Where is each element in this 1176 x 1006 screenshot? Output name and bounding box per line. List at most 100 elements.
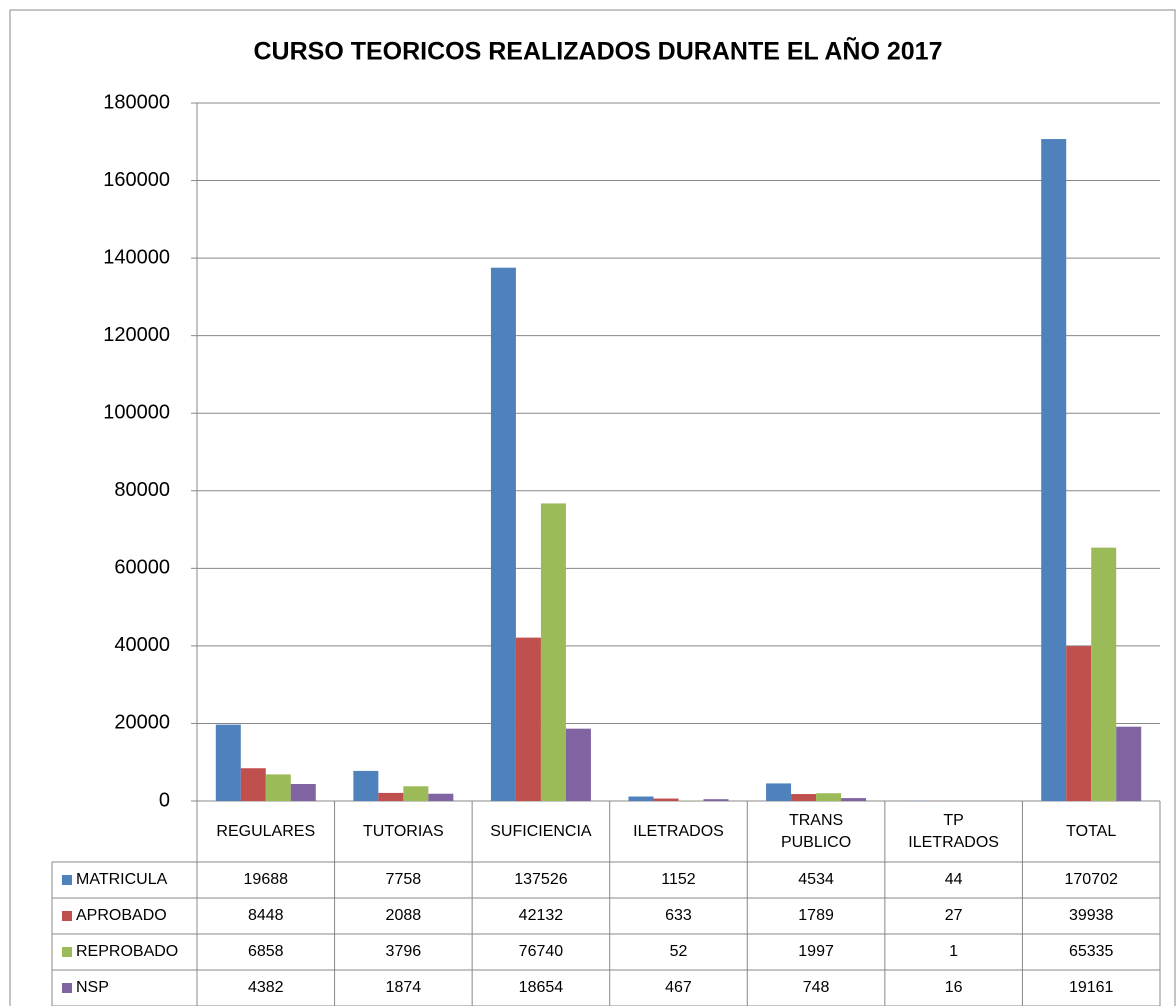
value-text: 3796: [385, 943, 422, 961]
y-tick-label: 0: [159, 789, 170, 811]
table-value: 4534: [747, 862, 885, 898]
y-tick-label: 100000: [103, 402, 170, 424]
bar: [378, 792, 404, 801]
bar: [653, 798, 679, 801]
legend-swatch: [62, 875, 72, 885]
table-value: 76740: [472, 934, 610, 970]
table-value: 1789: [747, 898, 885, 934]
x-tick-label: TOTAL: [1022, 801, 1160, 862]
bar: [290, 784, 316, 801]
bar: [816, 793, 842, 801]
table-value: 1: [885, 934, 1023, 970]
table-value: 6858: [197, 934, 335, 970]
bar: [490, 267, 516, 802]
table-value: 137526: [472, 862, 610, 898]
value-text: 27: [944, 907, 963, 925]
table-value: 65335: [1022, 934, 1160, 970]
bar: [353, 770, 379, 801]
value-text: 4382: [247, 979, 284, 997]
bar: [841, 798, 867, 801]
table-value: 44: [885, 862, 1023, 898]
y-tick-label: 40000: [114, 634, 170, 656]
value-text: 39938: [1068, 907, 1114, 925]
value-text: 42132: [518, 907, 564, 925]
value-text: 76740: [518, 943, 564, 961]
bar: [428, 793, 454, 801]
value-text: 170702: [1064, 871, 1118, 889]
table-value: 39938: [1022, 898, 1160, 934]
legend-entry: REPROBADO: [52, 934, 197, 970]
bar: [215, 724, 241, 801]
y-tick-label: 20000: [114, 712, 170, 734]
chart-title: CURSO TEORICOS REALIZADOS DURANTE EL AÑO…: [254, 36, 943, 66]
value-text: 137526: [514, 871, 568, 889]
value-text: 748: [802, 979, 830, 997]
category-text: TUTORIAS: [363, 822, 444, 840]
y-tick-label: 80000: [114, 479, 170, 501]
value-text: 6858: [247, 943, 284, 961]
value-text: 1: [949, 943, 959, 961]
bar: [403, 786, 429, 801]
value-text: 2088: [385, 907, 422, 925]
value-text: 19161: [1068, 979, 1114, 997]
table-value: 42132: [472, 898, 610, 934]
table-value: 52: [610, 934, 748, 970]
legend-label: NSP: [76, 979, 109, 996]
table-value: 8448: [197, 898, 335, 934]
table-value: 19161: [1022, 970, 1160, 1006]
y-tick-label: 160000: [103, 169, 170, 191]
legend-swatch: [62, 911, 72, 921]
table-value: 16: [885, 970, 1023, 1006]
legend-label: MATRICULA: [76, 871, 168, 888]
value-text: 1152: [661, 871, 696, 889]
legend-entry: NSP: [52, 970, 197, 1006]
value-text: 65335: [1068, 943, 1114, 961]
x-tick-label: TRANS PUBLICO: [747, 801, 885, 862]
x-tick-label: TUTORIAS: [335, 801, 473, 862]
legend-entry: APROBADO: [52, 898, 197, 934]
legend-entry: MATRICULA: [52, 862, 197, 898]
legend-label: APROBADO: [76, 907, 167, 924]
bar: [265, 774, 291, 801]
category-text: TOTAL: [1066, 822, 1117, 840]
y-tick-label: 180000: [103, 91, 170, 113]
value-text: 52: [669, 943, 688, 961]
category-text: TP ILETRADOS: [908, 811, 999, 851]
table-value: 748: [747, 970, 885, 1006]
y-tick-label: 60000: [114, 557, 170, 579]
table-value: 170702: [1022, 862, 1160, 898]
table-value: 3796: [335, 934, 473, 970]
value-text: 467: [665, 979, 692, 997]
value-text: 19688: [243, 871, 289, 889]
y-tick-label: 140000: [103, 246, 170, 268]
value-text: 8448: [247, 907, 284, 925]
bar: [1116, 726, 1142, 801]
bar: [540, 503, 566, 801]
bar: [565, 728, 591, 801]
value-text: 7758: [385, 871, 422, 889]
value-text: 1874: [385, 979, 422, 997]
value-text: 1997: [798, 943, 834, 961]
value-text: 4534: [798, 871, 834, 889]
bar: [791, 794, 817, 801]
x-tick-label: ILETRADOS: [610, 801, 748, 862]
bar: [1091, 547, 1117, 801]
value-text: 16: [944, 979, 963, 997]
category-text: SUFICIENCIA: [490, 822, 592, 840]
value-text: 18654: [518, 979, 564, 997]
value-text: 1789: [798, 907, 834, 925]
legend-label: REPROBADO: [76, 943, 179, 960]
category-text: ILETRADOS: [633, 822, 724, 840]
table-value: 633: [610, 898, 748, 934]
table-value: 27: [885, 898, 1023, 934]
bar: [1041, 139, 1067, 802]
legend-swatch: [62, 947, 72, 957]
category-text: TRANS PUBLICO: [780, 811, 852, 851]
x-tick-label: SUFICIENCIA: [472, 801, 610, 862]
x-tick-label: REGULARES: [197, 801, 335, 862]
legend-swatch: [62, 983, 72, 993]
table-value: 467: [610, 970, 748, 1006]
chart-border: [9, 9, 1176, 1006]
table-value: 1997: [747, 934, 885, 970]
